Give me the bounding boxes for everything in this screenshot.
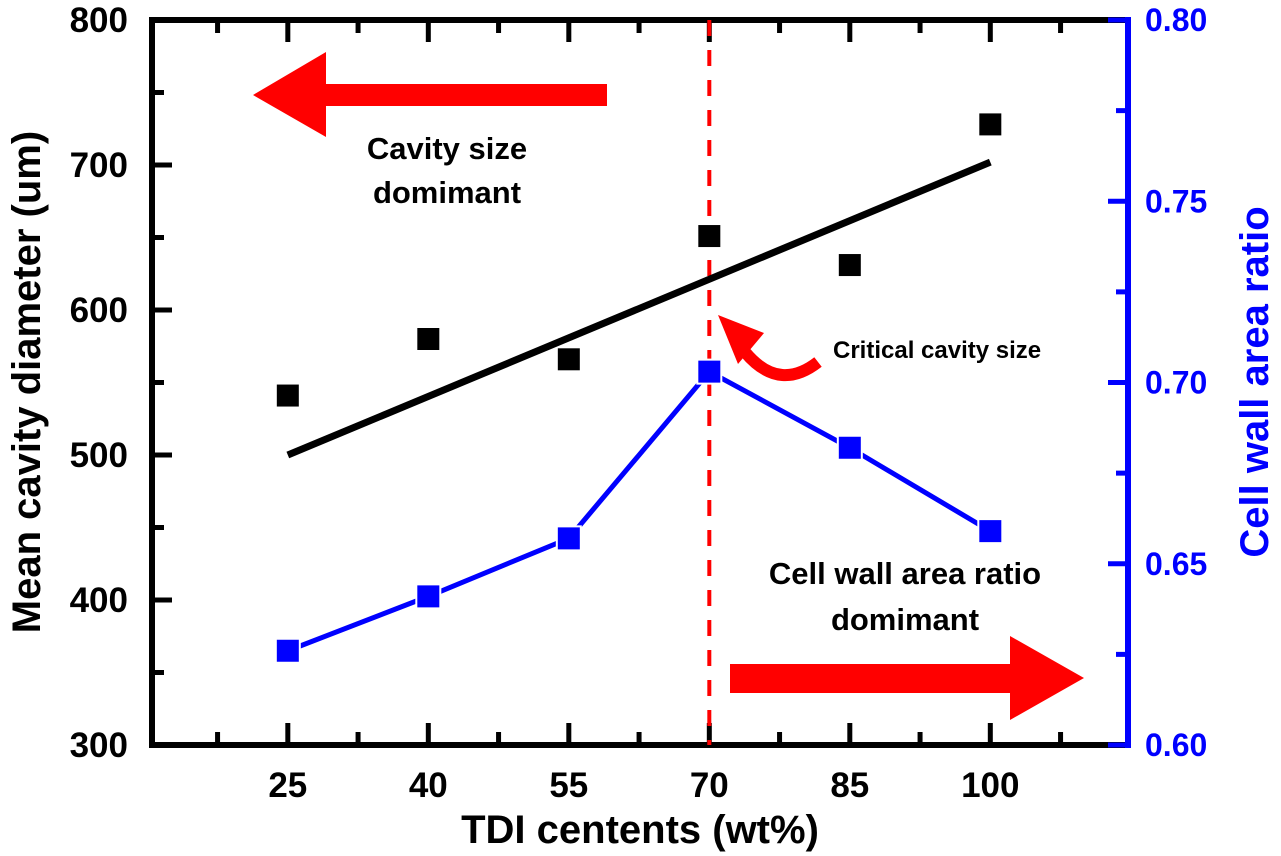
annotation-text: Cavity size xyxy=(367,131,527,166)
annotation-cavity-size-dominant: Cavity size domimant xyxy=(253,52,607,210)
x-tick-label: 25 xyxy=(268,766,307,805)
curved-arrow-shaft xyxy=(740,347,822,381)
annotation-critical-cavity-size: Critical cavity size xyxy=(718,315,1041,381)
annotation-cell-wall-dominant: Cell wall area ratio domimant xyxy=(730,556,1084,720)
data-point xyxy=(555,525,582,552)
x-tick-label: 70 xyxy=(690,766,729,805)
data-point xyxy=(977,518,1004,545)
left-y-tick-label: 800 xyxy=(70,1,128,40)
series-0 xyxy=(274,111,1004,409)
left-y-tick-label: 300 xyxy=(70,726,128,765)
left-y-tick-label: 700 xyxy=(70,146,128,185)
data-point xyxy=(415,583,442,610)
x-tick-label: 85 xyxy=(830,766,869,805)
left-y-tick-label: 500 xyxy=(70,436,128,475)
right-y-tick-label: 0.70 xyxy=(1145,365,1207,401)
x-tick-label: 55 xyxy=(549,766,588,805)
data-point xyxy=(696,223,723,250)
data-point xyxy=(977,111,1004,138)
right-y-tick-label: 0.75 xyxy=(1145,183,1207,219)
right-y-tick-label: 0.80 xyxy=(1145,2,1207,38)
fit-line xyxy=(286,158,992,459)
left-y-axis-label: Mean cavity diameter (um) xyxy=(5,131,49,633)
series-2 xyxy=(274,358,1004,664)
x-tick-label: 100 xyxy=(961,766,1019,805)
x-tick-label: 40 xyxy=(409,766,448,805)
data-point xyxy=(415,326,442,352)
annotation-text: domimant xyxy=(373,175,521,210)
annotation-text: Cell wall area ratio xyxy=(769,556,1041,591)
data-point xyxy=(836,252,863,279)
series-line xyxy=(286,368,992,654)
data-point xyxy=(274,382,301,409)
annotation-text: Critical cavity size xyxy=(833,337,1041,364)
data-point xyxy=(274,637,301,664)
data-point xyxy=(696,358,723,385)
right-arrow-icon xyxy=(730,636,1084,720)
x-axis-label: TDI centents (wt%) xyxy=(461,808,819,852)
right-y-tick-label: 0.60 xyxy=(1145,727,1207,763)
ticks xyxy=(152,17,1128,748)
tick-labels: 25 40 55 70 85 100 300 400 500 600 700 800 0.60 0.65 0… xyxy=(70,1,1208,805)
right-y-tick-label: 0.65 xyxy=(1145,546,1207,582)
data-point xyxy=(555,346,582,373)
data-point xyxy=(836,434,863,461)
right-y-axis-label: Cell wall area ratio xyxy=(1233,206,1277,557)
series-layer xyxy=(274,111,1004,664)
series-1 xyxy=(286,158,992,459)
curved-arrow-head-icon xyxy=(718,315,764,364)
left-y-tick-label: 400 xyxy=(70,581,128,620)
left-arrow-icon xyxy=(253,52,607,137)
annotation-text: domimant xyxy=(831,602,979,637)
left-y-tick-label: 600 xyxy=(70,291,128,330)
